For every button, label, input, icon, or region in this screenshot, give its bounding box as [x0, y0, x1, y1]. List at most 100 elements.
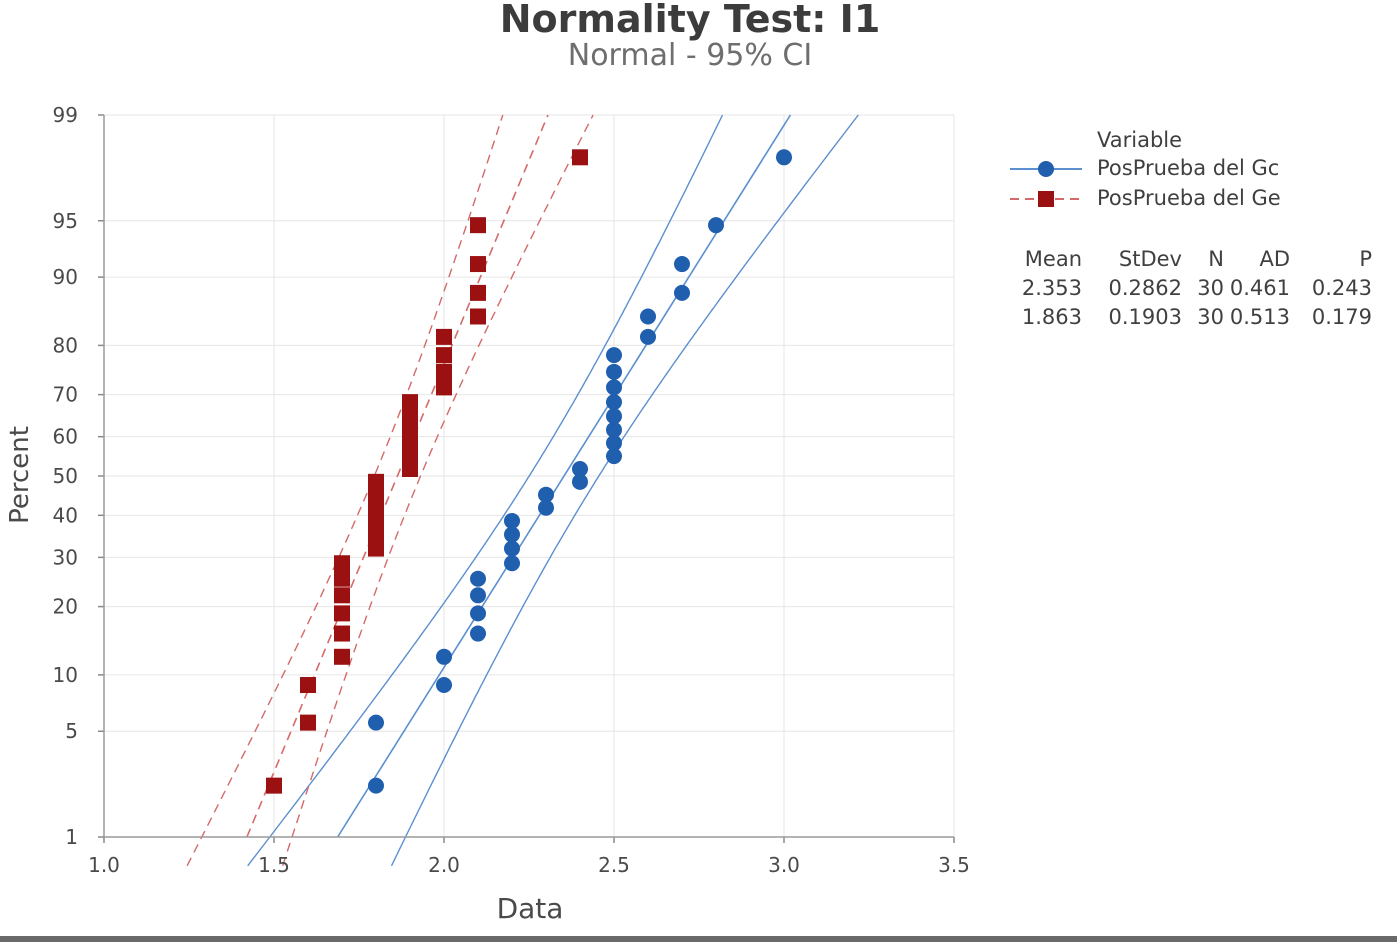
- ci-band-upper-2: [282, 114, 594, 867]
- data-point-ge: [402, 448, 418, 465]
- data-point-ge: [368, 512, 384, 529]
- stats-cell: 0.461: [1229, 275, 1290, 300]
- data-point-ge: [368, 540, 384, 557]
- data-point-ge: [402, 435, 418, 452]
- data-point-ge: [266, 777, 282, 794]
- data-point-gc: [674, 284, 690, 301]
- y-tick-label: 70: [53, 383, 78, 407]
- stats-row-ge: 1.863 0.1903 30 0.513 0.179: [1010, 302, 1372, 331]
- chart-title: Normality Test: I1: [499, 0, 881, 41]
- y-axis-label: Percent: [5, 426, 35, 524]
- y-tick-label: 40: [53, 503, 78, 527]
- y-tick-label: 10: [53, 663, 78, 687]
- stats-header-ad: AD: [1259, 246, 1290, 271]
- stats-header-stdev: StDev: [1118, 246, 1182, 271]
- stats-header-row: Mean StDev N AD P: [1010, 244, 1372, 273]
- y-tick-label: 90: [53, 265, 78, 289]
- data-point-gc: [504, 540, 520, 557]
- stats-header-mean: Mean: [1024, 246, 1082, 271]
- legend-marker-circle-icon: [1010, 161, 1082, 177]
- x-tick-label: 3.0: [768, 853, 800, 877]
- y-tick-label: 95: [53, 209, 78, 233]
- data-point-ge: [334, 555, 350, 572]
- data-point-gc: [504, 526, 520, 543]
- y-tick-label: 99: [53, 103, 78, 127]
- ci-band-lower-1: [247, 114, 724, 867]
- y-tick-label: 20: [53, 595, 78, 619]
- fitted-lines: [246, 114, 792, 838]
- data-point-ge: [470, 284, 486, 301]
- data-point-gc: [640, 308, 656, 325]
- y-tick-label: 1: [65, 825, 78, 849]
- data-point-gc: [606, 394, 622, 411]
- fit-line-2: [246, 114, 549, 838]
- data-point-gc: [606, 435, 622, 452]
- data-point-ge: [470, 308, 486, 325]
- x-tick-label: 1.5: [258, 853, 290, 877]
- stats-cell: 0.1903: [1108, 304, 1182, 329]
- x-tick-label: 1.0: [88, 853, 120, 877]
- fit-line-1: [336, 114, 792, 838]
- data-point-ge: [436, 363, 452, 380]
- data-point-ge: [402, 421, 418, 438]
- ci-band-upper-1: [390, 114, 859, 867]
- data-point-gc: [470, 587, 486, 604]
- stats-row-gc: 2.353 0.2862 30 0.461 0.243: [1010, 273, 1372, 302]
- data-points: [266, 149, 792, 794]
- data-point-gc: [504, 555, 520, 572]
- stats-cell: 0.2862: [1108, 275, 1182, 300]
- data-point-gc: [572, 473, 588, 490]
- data-point-ge: [368, 473, 384, 490]
- data-point-gc: [572, 460, 588, 477]
- legend-label-gc: PosPrueba del Gc: [1097, 156, 1280, 180]
- data-point-ge: [368, 526, 384, 543]
- data-point-gc: [436, 677, 452, 694]
- stats-cell: 1.863: [1021, 304, 1082, 329]
- legend-item-ge[interactable]: PosPrueba del Ge: [1000, 184, 1390, 214]
- stats-cell: 0.243: [1311, 275, 1372, 300]
- chart-subtitle: Normal - 95% CI: [567, 38, 813, 73]
- y-tick-label: 50: [53, 464, 78, 488]
- y-tick-label: 5: [65, 719, 78, 743]
- data-point-gc: [606, 379, 622, 396]
- stats-cell: 2.353: [1021, 275, 1082, 300]
- data-point-ge: [334, 570, 350, 587]
- data-point-ge: [402, 394, 418, 411]
- x-tick-label: 2.0: [428, 853, 460, 877]
- statistics-table: Mean StDev N AD P 2.353 0.2862 30 0.461 …: [1010, 244, 1372, 331]
- data-point-gc: [504, 512, 520, 529]
- legend-label-ge: PosPrueba del Ge: [1097, 186, 1281, 210]
- data-point-gc: [470, 625, 486, 642]
- bottom-border: [0, 936, 1397, 942]
- data-point-gc: [538, 486, 554, 503]
- ci-band-lower-2: [186, 114, 504, 867]
- confidence-interval-lines: [186, 114, 859, 867]
- legend-item-gc[interactable]: PosPrueba del Gc: [1000, 154, 1390, 184]
- data-point-gc: [640, 328, 656, 345]
- data-point-ge: [334, 625, 350, 642]
- data-point-gc: [470, 605, 486, 622]
- data-point-ge: [368, 486, 384, 503]
- axes: 1.0 1.5 2.0 2.5 3.0 3.5 1 5 10 20 30 40 50 60 70 80 90 95…: [53, 103, 970, 877]
- y-tick-label: 80: [53, 333, 78, 357]
- data-point-ge: [334, 648, 350, 665]
- data-point-gc: [606, 408, 622, 425]
- data-point-ge: [436, 379, 452, 396]
- x-axis-label: Data: [497, 892, 564, 925]
- data-point-ge: [368, 499, 384, 516]
- data-point-ge: [300, 677, 316, 694]
- stats-cell: 0.179: [1311, 304, 1372, 329]
- x-tick-label: 3.5: [938, 853, 970, 877]
- data-point-ge: [334, 605, 350, 622]
- data-point-ge: [300, 714, 316, 731]
- data-point-ge: [470, 217, 486, 234]
- data-point-gc: [538, 499, 554, 516]
- data-point-gc: [776, 149, 792, 166]
- data-point-gc: [436, 648, 452, 665]
- data-point-gc: [606, 347, 622, 364]
- x-tick-label: 2.5: [598, 853, 630, 877]
- data-point-gc: [368, 777, 384, 794]
- data-point-gc: [606, 448, 622, 465]
- data-point-ge: [436, 347, 452, 364]
